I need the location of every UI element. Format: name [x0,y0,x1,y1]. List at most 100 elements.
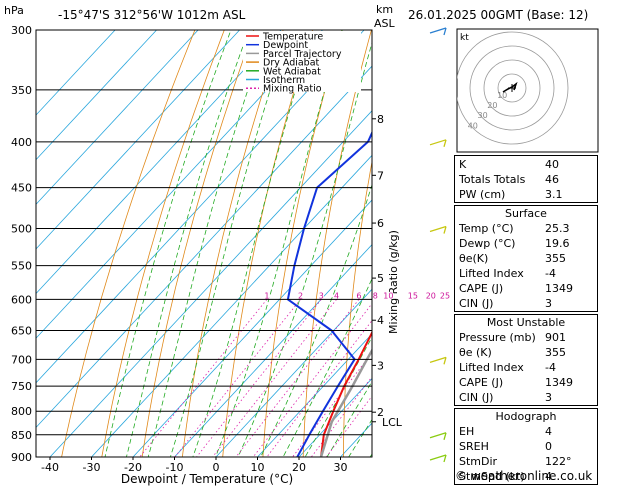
pressure-tick-label: 650 [11,325,32,338]
mixing-ratio-label: 15 [408,291,418,300]
stat-row: CIN (J) 3 [459,296,593,311]
pressure-tick-label: 500 [11,223,32,236]
hodograph-unit: kt [460,33,469,43]
legend-entry: Mixing Ratio [263,84,322,95]
km-tick-label: 6 [377,217,384,230]
pressure-tick-label: 850 [11,429,32,442]
stat-value: -4 [545,266,593,281]
stat-row-pw: PW (cm)3.1 [459,187,593,202]
wind-barb [430,28,446,33]
wet-adiabat-line [136,30,268,486]
pressure-tick-label: 550 [11,260,32,273]
pressure-tick-label: 450 [11,182,32,195]
stat-row: CAPE (J) 1349 [459,281,593,296]
stat-label: CAPE (J) [459,281,503,296]
stat-row: θe(K) 355 [459,251,593,266]
stat-label: Lifted Index [459,266,524,281]
pressure-tick-label: 300 [11,24,32,37]
km-tick-label: 3 [377,359,384,372]
wind-barb [430,227,446,232]
x-tick-label: -20 [124,461,142,474]
x-axis-label: Dewpoint / Temperature (°C) [121,472,293,486]
x-tick-label: -40 [41,461,59,474]
mixing-ratio-label: 10 [383,291,393,300]
pressure-tick-label: 800 [11,405,32,418]
pressure-tick-label: 400 [11,136,32,149]
stat-row: CIN (J)3 [459,390,593,405]
stat-row: Dewp (°C)19.6 [459,236,593,251]
stat-label: θe (K) [459,345,492,360]
stat-row: Pressure (mb) 901 [459,330,593,345]
stat-label: CAPE (J) [459,375,503,390]
pressure-tick-label: 750 [11,380,32,393]
stat-row: Lifted Index-4 [459,360,593,375]
stat-value: 355 [545,251,593,266]
x-tick-label: 30 [334,461,348,474]
mixing-ratio-line [213,299,337,457]
stat-value: 3 [545,296,593,311]
km-tick-label: 7 [377,169,384,182]
hodograph-ring-label: 10 [497,91,507,100]
pressure-unit-label: hPa [4,4,24,17]
datetime-title: 26.01.2025 00GMT (Base: 12) [408,8,588,22]
x-tick-label: 20 [292,461,306,474]
hodograph-title: Hodograph [459,410,593,424]
pressure-tick-label: 900 [11,451,32,464]
footer-credit: © weatheronline.co.uk [455,469,592,483]
wind-barbs [430,28,446,462]
wind-barb [430,357,446,362]
stat-value: 3 [545,390,593,405]
wind-barb [430,433,446,438]
pressure-tick-label: 600 [11,293,32,306]
dry-adiabat-line [142,30,254,457]
hodograph-frame [457,29,598,152]
stat-value: 901 [545,330,593,345]
hodograph-ring-label: 40 [468,121,478,130]
plot-frame [36,30,372,457]
height-unit-asl: ASL [374,17,396,30]
stat-row: EH 4 [459,424,593,439]
x-tick-label: -30 [83,461,101,474]
km-tick-label: 8 [377,113,384,126]
mixing-ratio-line [197,299,322,457]
wet-adiabat-line [95,30,231,486]
stat-row: θe (K)355 [459,345,593,360]
hodograph-ring-label: 30 [478,111,488,120]
x-tick-label: 0 [213,461,220,474]
dry-adiabat-line [599,30,626,457]
location-title: -15°47'S 312°56'W 1012m ASL [58,8,246,22]
wind-barb [430,455,446,460]
most-unstable-title: Most Unstable [459,316,593,330]
hodograph-ring-label: 20 [487,101,497,110]
stat-value: 1349 [545,281,593,296]
stat-label: CIN (J) [459,296,493,311]
wet-adiabat-line [178,30,314,486]
km-tick-label: 5 [377,272,384,285]
height-unit-km: km [376,3,393,16]
wet-adiabat-line [199,30,343,486]
stat-label: EH [459,424,474,439]
stat-value: 4 [545,424,593,439]
stat-value: 122° [545,454,593,469]
stat-label: θe(K) [459,251,488,266]
pressure-tick-label: 700 [11,353,32,366]
stat-label: SREH [459,439,489,454]
mixing-ratio-label: 25 [440,291,450,300]
mixing-ratio-axis-label: Mixing Ratio (g/kg) [387,230,400,334]
stat-label: Pressure (mb) [459,330,536,345]
mixing-ratio-label: 20 [426,291,436,300]
stat-row: Lifted Index -4 [459,266,593,281]
stat-value: 19.6 [545,236,593,251]
x-tick-label: -10 [166,461,184,474]
pressure-tick-label: 350 [11,84,32,97]
mixing-ratio-label: 8 [373,291,378,300]
stat-label: Lifted Index [459,360,524,375]
wet-adiabat-line [261,30,463,486]
